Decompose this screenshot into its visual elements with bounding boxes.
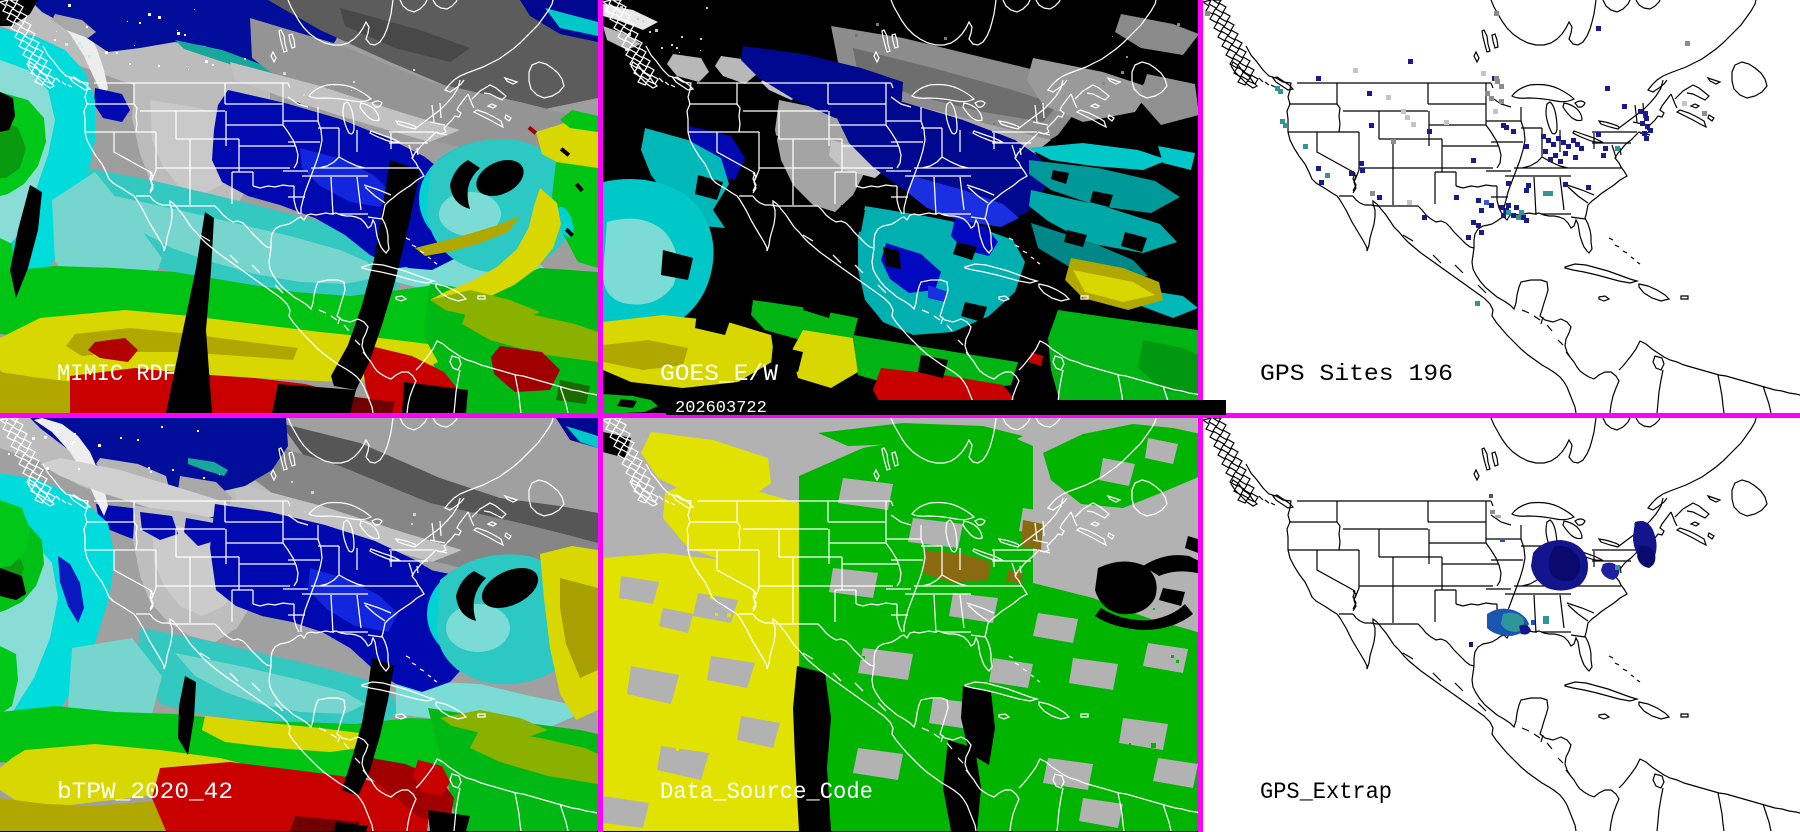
svg-text:GPS Sites 196: GPS Sites 196 [1260, 361, 1453, 387]
svg-text:GOES_E/W: GOES_E/W [660, 361, 778, 387]
svg-text:bTPW_2020_42: bTPW_2020_42 [57, 779, 233, 805]
svg-text:Data_Source_Code: Data_Source_Code [660, 779, 873, 805]
svg-text:GPS_Extrap: GPS_Extrap [1260, 779, 1392, 805]
svg-text:MIMIC RDF: MIMIC RDF [57, 361, 176, 387]
